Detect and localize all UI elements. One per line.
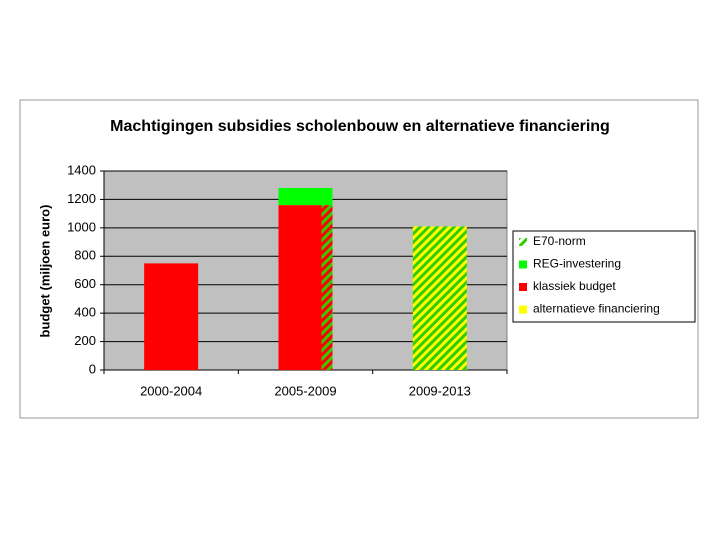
legend-label: REG-investering <box>533 257 621 271</box>
chart-title: Machtigingen subsidies scholenbouw en al… <box>110 118 610 135</box>
y-tick-label: 200 <box>74 333 96 348</box>
y-tick-label: 0 <box>89 361 96 376</box>
bar-segment <box>144 263 199 370</box>
legend-label: alternatieve financiering <box>533 302 660 316</box>
legend-label: E70-norm <box>533 234 586 248</box>
bar-overlay <box>412 226 467 370</box>
bar-overlay <box>321 205 333 370</box>
x-tick-label: 2000-2004 <box>140 383 202 398</box>
y-tick-label: 800 <box>74 248 96 263</box>
legend-key <box>519 260 527 269</box>
y-axis-label: budget (miljoen euro) <box>37 205 52 338</box>
y-tick-label: 1000 <box>67 219 96 234</box>
x-tick-label: 2009-2013 <box>409 383 471 398</box>
bar-segment <box>278 188 333 206</box>
y-tick-label: 400 <box>74 305 96 320</box>
x-tick-label: 2005-2009 <box>274 383 336 398</box>
legend-label: klassiek budget <box>533 279 616 293</box>
legend-key <box>519 305 527 314</box>
y-tick-label: 1400 <box>67 162 96 177</box>
legend-key <box>519 238 527 246</box>
y-tick-label: 1200 <box>67 191 96 206</box>
legend <box>512 230 696 323</box>
legend-key <box>519 283 527 291</box>
y-tick-label: 600 <box>74 276 96 291</box>
